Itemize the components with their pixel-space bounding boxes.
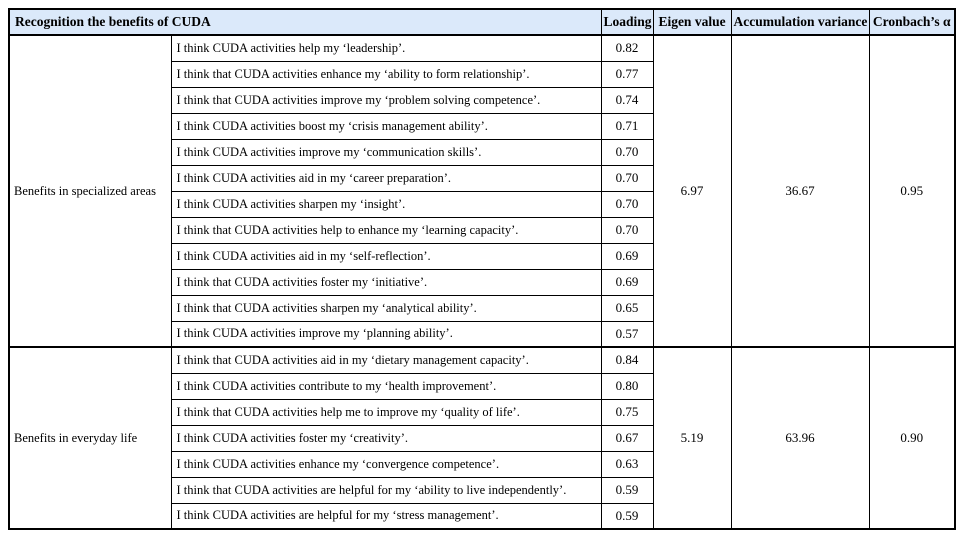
item-text: I think that CUDA activities sharpen my … — [170, 294, 602, 322]
item-text: I think CUDA activities enhance my ‘conv… — [170, 450, 602, 478]
accumulation-variance-cell: 63.96 — [730, 346, 870, 530]
loading-value: 0.59 — [600, 502, 654, 530]
item-text: I think that CUDA activities aid in my ‘… — [170, 346, 602, 374]
table-row: I think that CUDA activities are helpful… — [9, 476, 955, 504]
table-row: I think CUDA activities improve my ‘plan… — [9, 320, 955, 348]
cronbach-alpha-cell: 0.90 — [868, 346, 956, 530]
loading-value: 0.75 — [600, 398, 654, 426]
factor-analysis-table: Recognition the benefits of CUDA Loading… — [8, 8, 957, 530]
item-text: I think CUDA activities are helpful for … — [170, 502, 602, 530]
table-row: Benefits in specialized areas I think CU… — [8, 34, 956, 348]
loading-value: 0.69 — [600, 242, 654, 270]
loading-value: 0.70 — [600, 164, 654, 192]
loading-value: 0.77 — [600, 60, 654, 88]
item-text: I think that CUDA activities improve my … — [170, 86, 602, 114]
table-row: I think that CUDA activities help to enh… — [9, 216, 955, 244]
loading-value: 0.70 — [600, 216, 654, 244]
category-cell: Benefits in everyday life — [8, 346, 172, 530]
table-row: I think that CUDA activities help me to … — [9, 398, 955, 426]
table-row: I think that CUDA activities enhance my … — [9, 60, 955, 88]
table-row: I think CUDA activities enhance my ‘conv… — [9, 450, 955, 478]
item-text: I think CUDA activities improve my ‘comm… — [170, 138, 602, 166]
item-text: I think CUDA activities boost my ‘crisis… — [170, 112, 602, 140]
loading-value: 0.74 — [600, 86, 654, 114]
loading-value: 0.84 — [600, 346, 654, 374]
loading-value: 0.70 — [600, 190, 654, 218]
table-row: I think CUDA activities are helpful for … — [9, 502, 955, 530]
loading-value: 0.67 — [600, 424, 654, 452]
table-row: I think that CUDA activities foster my ‘… — [9, 268, 955, 296]
item-text: I think that CUDA activities enhance my … — [170, 60, 602, 88]
loading-value: 0.63 — [600, 450, 654, 478]
item-text: I think CUDA activities contribute to my… — [170, 372, 602, 400]
table-row: Benefits in everyday life I think that C… — [8, 346, 956, 530]
header-row: Recognition the benefits of CUDA Loading… — [8, 8, 956, 36]
cronbach-alpha-cell: 0.95 — [868, 34, 956, 348]
loading-value: 0.65 — [600, 294, 654, 322]
category-cell: Benefits in specialized areas — [8, 34, 172, 348]
item-text: I think that CUDA activities foster my ‘… — [170, 268, 602, 296]
item-text: I think CUDA activities foster my ‘creat… — [170, 424, 602, 452]
loading-value: 0.70 — [600, 138, 654, 166]
accumulation-variance-cell: 36.67 — [730, 34, 870, 348]
table-row: I think CUDA activities sharpen my ‘insi… — [9, 190, 955, 218]
item-text: I think that CUDA activities help to enh… — [170, 216, 602, 244]
loading-value: 0.80 — [600, 372, 654, 400]
column-header-eigen-value: Eigen value — [652, 8, 732, 36]
table-row: I think CUDA activities foster my ‘creat… — [9, 424, 955, 452]
eigen-value-cell: 6.97 — [652, 34, 732, 348]
loading-value: 0.82 — [600, 34, 654, 62]
column-header-loading: Loading — [600, 8, 654, 36]
loading-value: 0.57 — [600, 320, 654, 348]
loading-value: 0.69 — [600, 268, 654, 296]
item-text: I think CUDA activities improve my ‘plan… — [170, 320, 602, 348]
loading-value: 0.71 — [600, 112, 654, 140]
item-text: I think CUDA activities aid in my ‘self-… — [170, 242, 602, 270]
table-title: Recognition the benefits of CUDA — [8, 8, 602, 36]
item-text: I think that CUDA activities help me to … — [170, 398, 602, 426]
table-row: I think CUDA activities boost my ‘crisis… — [9, 112, 955, 140]
item-text: I think CUDA activities help my ‘leaders… — [170, 34, 602, 62]
table-row: I think CUDA activities aid in my ‘self-… — [9, 242, 955, 270]
column-header-cronbach-alpha: Cronbach’s α — [868, 8, 956, 36]
table-row: I think CUDA activities improve my ‘comm… — [9, 138, 955, 166]
column-header-accumulation-variance: Accumulation variance — [730, 8, 870, 36]
table-row: I think CUDA activities aid in my ‘caree… — [9, 164, 955, 192]
loading-value: 0.59 — [600, 476, 654, 504]
table-row: I think CUDA activities contribute to my… — [9, 372, 955, 400]
item-text: I think CUDA activities aid in my ‘caree… — [170, 164, 602, 192]
eigen-value-cell: 5.19 — [652, 346, 732, 530]
item-text: I think that CUDA activities are helpful… — [170, 476, 602, 504]
item-text: I think CUDA activities sharpen my ‘insi… — [170, 190, 602, 218]
